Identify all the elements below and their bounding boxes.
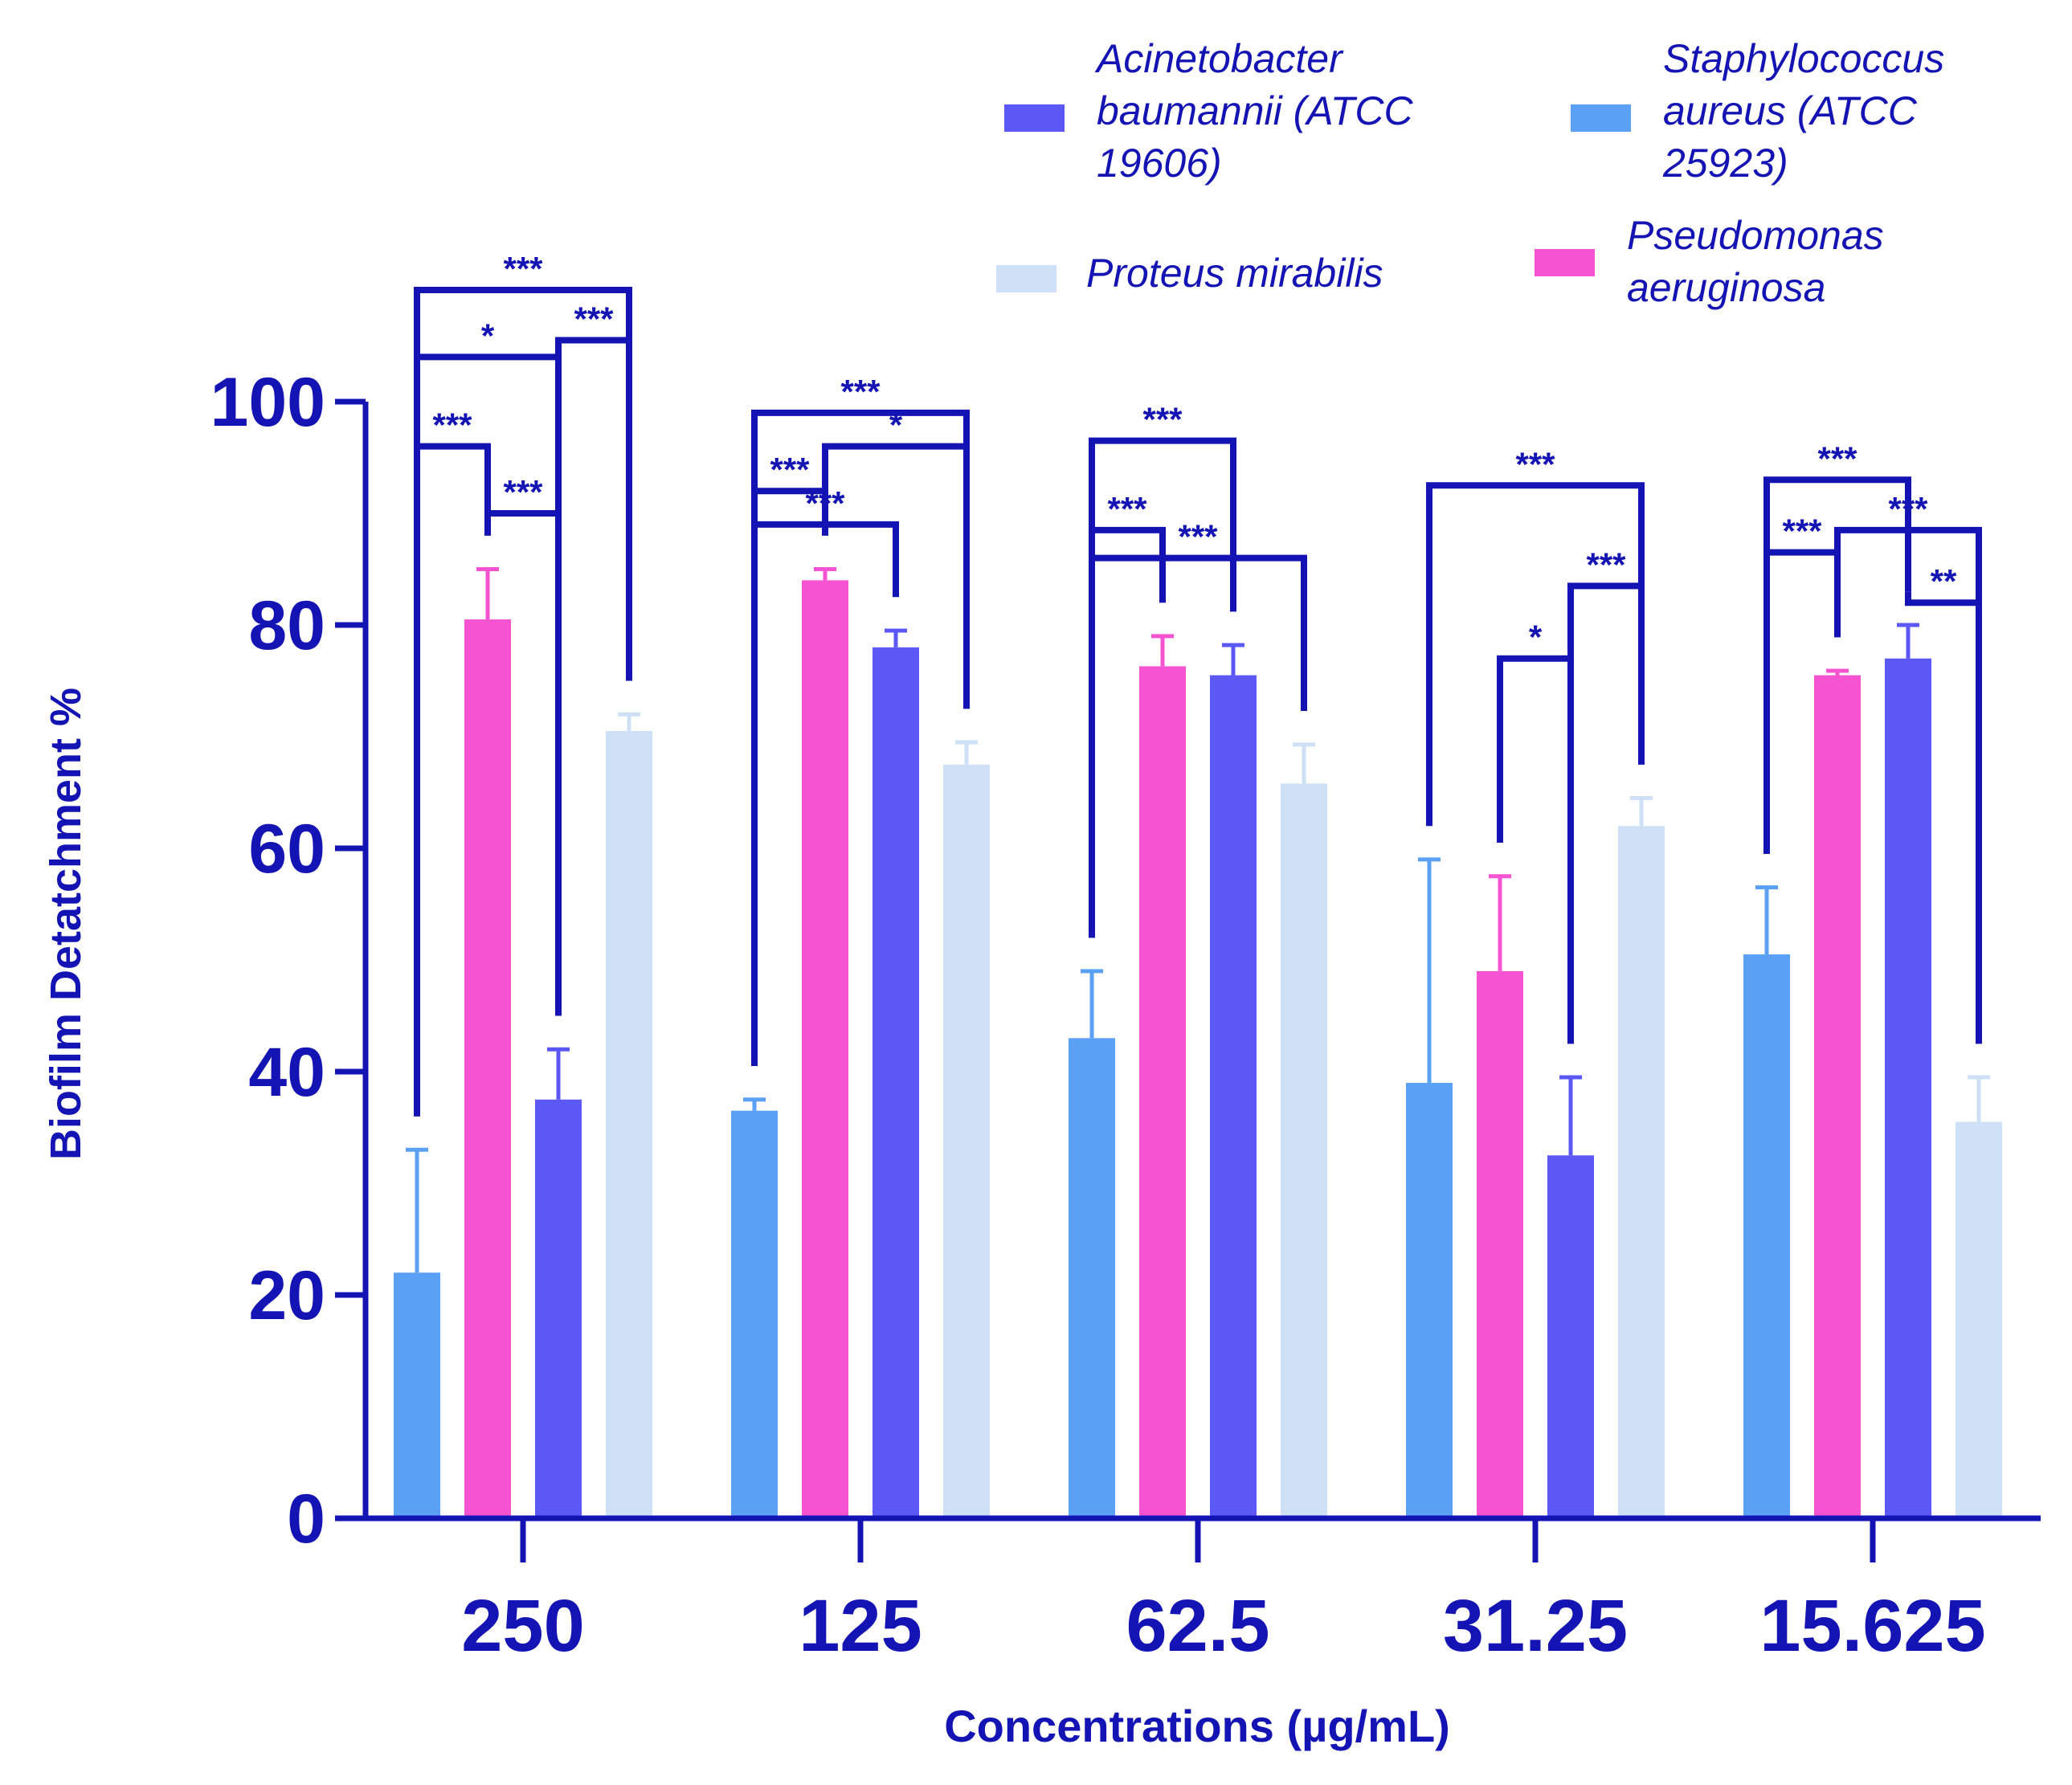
legend: Acinetobacter baumannii (ATCC 19606) Staphy…: [996, 36, 1944, 310]
y-tick-label-0: 0: [287, 1481, 325, 1558]
error-bars-layer: [406, 567, 1990, 1273]
significance-layer: **** ************************************…: [414, 250, 1982, 1117]
y-tick-label-80: 80: [248, 587, 325, 664]
bar-sa-125: [731, 1110, 778, 1518]
legend-swatch-pm: [996, 265, 1056, 292]
bar-pa-250: [464, 619, 511, 1518]
significance-label-12: ***: [1515, 445, 1555, 483]
legend-swatch-sa: [1571, 104, 1631, 132]
y-tick-label-60: 60: [248, 811, 325, 888]
significance-bracket-4: [484, 510, 562, 1016]
y-tick-label-40: 40: [248, 1034, 325, 1111]
significance-bracket-8: [751, 521, 899, 1067]
x-tick-label-62.5: 62.5: [1126, 1585, 1269, 1667]
significance-label-13: ***: [1586, 545, 1626, 583]
legend-label-ab: Acinetobacter baumannii (ATCC 19606): [1094, 36, 1414, 186]
legend-label-pa: Pseudomonas aeruginosa: [1627, 213, 1884, 310]
significance-label-5: ***: [840, 373, 881, 411]
significance-label-1: *: [481, 317, 495, 354]
significance-label-0: ***: [503, 250, 543, 288]
x-tick-label-125: 125: [799, 1585, 922, 1667]
legend-label-pm: Proteus mirabilis: [1086, 251, 1383, 296]
bar-pm-125: [943, 764, 990, 1518]
bar-ab-15.625: [1885, 658, 1931, 1519]
x-tick-label-15.625: 15.625: [1759, 1585, 1985, 1667]
significance-label-8: ***: [805, 484, 845, 522]
y-axis-label: Biofilm Detatchment %: [42, 688, 90, 1160]
significance-label-6: *: [889, 406, 903, 444]
significance-label-9: ***: [1142, 401, 1183, 439]
legend-swatch-pa: [1535, 249, 1595, 276]
significance-label-17: ***: [1888, 490, 1928, 528]
bar-ab-125: [873, 647, 919, 1518]
y-tick-label-100: 100: [210, 364, 326, 441]
x-axis-label: Concentrations (µg/mL): [944, 1701, 1450, 1751]
bar-ab-62.5: [1210, 675, 1257, 1518]
significance-label-16: ***: [1782, 513, 1822, 550]
significance-label-4: ***: [503, 473, 543, 511]
x-tick-label-31.25: 31.25: [1443, 1585, 1628, 1667]
significance-label-14: *: [1529, 619, 1543, 656]
bar-sa-62.5: [1069, 1038, 1115, 1518]
bar-pm-31.25: [1618, 826, 1665, 1518]
y-tick-label-20: 20: [248, 1257, 325, 1334]
bar-pm-62.5: [1281, 783, 1327, 1518]
bar-ab-250: [535, 1099, 582, 1518]
significance-label-15: ***: [1817, 439, 1857, 477]
significance-bracket-3: [414, 443, 491, 1117]
significance-label-3: ***: [432, 406, 472, 444]
legend-swatch-ab: [1004, 104, 1065, 132]
significance-bracket-14: [1497, 655, 1574, 1044]
bar-sa-250: [394, 1272, 440, 1518]
bar-pm-15.625: [1956, 1121, 2002, 1518]
bar-pa-15.625: [1814, 675, 1861, 1518]
bar-pa-62.5: [1139, 666, 1186, 1519]
significance-bracket-11: [1089, 554, 1307, 938]
significance-label-18: **: [1931, 562, 1957, 600]
bar-pa-125: [802, 580, 848, 1518]
bar-ab-31.25: [1547, 1155, 1594, 1518]
bar-pa-31.25: [1477, 970, 1523, 1518]
significance-label-10: ***: [1107, 490, 1147, 528]
significance-bracket-18: [1905, 591, 1982, 1044]
bar-sa-15.625: [1743, 954, 1790, 1518]
bar-sa-31.25: [1406, 1082, 1453, 1518]
significance-label-2: ***: [574, 300, 614, 338]
bars-layer: [394, 580, 2002, 1519]
bar-pm-250: [606, 731, 652, 1518]
legend-label-sa: Staphylococcus aureus (ATCC 25923): [1662, 36, 1944, 186]
significance-label-11: ***: [1178, 518, 1218, 556]
axes: 0 20 40 60 80 100 250 125 62.5 31.25 15.625: [210, 364, 2041, 1667]
significance-label-7: ***: [770, 451, 810, 488]
x-tick-label-250: 250: [461, 1585, 585, 1667]
significance-bracket-5: [751, 409, 970, 1067]
